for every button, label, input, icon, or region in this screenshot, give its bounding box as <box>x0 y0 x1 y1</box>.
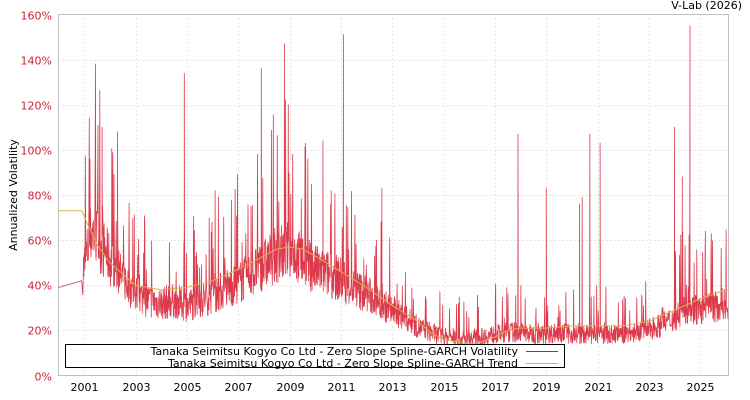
x-tick-label: 2007 <box>225 381 253 394</box>
legend-item-trend: Tanaka Seimitsu Kogyo Co Ltd - Zero Slop… <box>168 356 558 370</box>
y-tick-label: 80% <box>28 190 52 203</box>
source-credit: V-Lab (2026) <box>671 0 742 12</box>
y-tick-label: 20% <box>28 325 52 338</box>
legend-label-trend: Tanaka Seimitsu Kogyo Co Ltd - Zero Slop… <box>168 356 518 370</box>
series-lines <box>58 25 729 349</box>
x-tick-label: 2023 <box>636 381 664 394</box>
x-axis-ticks: 2001 2003 2005 2007 2009 2011 2013 2015 2017 2019… <box>71 381 715 394</box>
x-tick-label: 2019 <box>533 381 561 394</box>
y-tick-label: 100% <box>21 145 52 158</box>
y-tick-label: 140% <box>21 55 52 68</box>
x-tick-label: 2025 <box>687 381 715 394</box>
legend-label-volatility: Tanaka Seimitsu Kogyo Co Ltd - Zero Slop… <box>150 344 518 358</box>
x-tick-label: 2021 <box>585 381 613 394</box>
grid-lines <box>58 14 729 376</box>
y-axis-label: Annualized Volatility <box>7 139 20 251</box>
x-tick-label: 2005 <box>174 381 202 394</box>
x-tick-label: 2003 <box>123 381 151 394</box>
y-tick-label: 0% <box>35 371 52 384</box>
y-axis-ticks: 0% 20% 40% 60% 80% 100% 120% 140% 160% <box>21 10 52 384</box>
volatility-line <box>58 25 729 349</box>
y-tick-label: 40% <box>28 280 52 293</box>
y-tick-label: 160% <box>21 10 52 23</box>
plot-frame <box>58 14 729 376</box>
legend-swatch-volatility <box>526 350 558 352</box>
legend-item-volatility: Tanaka Seimitsu Kogyo Co Ltd - Zero Slop… <box>150 344 558 358</box>
chart-legend: Tanaka Seimitsu Kogyo Co Ltd - Zero Slop… <box>65 344 565 370</box>
x-tick-label: 2011 <box>328 381 356 394</box>
x-tick-label: 2015 <box>431 381 459 394</box>
x-tick-label: 2017 <box>482 381 510 394</box>
x-tick-label: 2013 <box>379 381 407 394</box>
trend-line <box>58 210 729 345</box>
y-tick-label: 60% <box>28 235 52 248</box>
legend-swatch-trend <box>526 362 558 364</box>
y-tick-label: 120% <box>21 100 52 113</box>
x-tick-label: 2001 <box>71 381 99 394</box>
x-tick-label: 2009 <box>277 381 305 394</box>
